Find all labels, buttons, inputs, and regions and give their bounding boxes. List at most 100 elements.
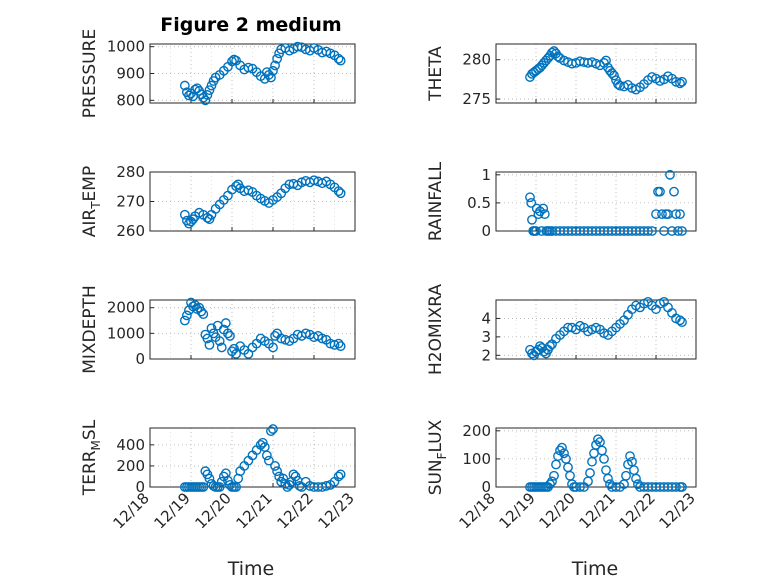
subplot-3: 260 270 280 AIRTEMP [80, 163, 356, 240]
data-point [181, 310, 192, 321]
data-point [179, 209, 190, 220]
data-point [333, 338, 344, 349]
y-tick-label: 0 [135, 478, 145, 496]
data-point [204, 85, 215, 96]
data-point [655, 186, 665, 197]
data-point [526, 198, 537, 208]
data-point [268, 65, 278, 76]
data-point [593, 434, 603, 445]
data-point [220, 318, 231, 328]
data-point [231, 348, 242, 359]
data-point [204, 473, 215, 484]
data-point [329, 339, 340, 350]
data-point [190, 84, 201, 95]
y-tick-label: 0 [135, 350, 145, 368]
data-point [266, 72, 276, 83]
y-axis-label: RAINFALL [426, 161, 446, 241]
x-axis-label-right: Time [571, 558, 619, 580]
y-axis-label: PRESSURE [80, 29, 100, 118]
data-point [263, 455, 274, 466]
data-point [270, 60, 280, 71]
data-point [675, 78, 685, 89]
data-point [229, 343, 239, 354]
data-point [216, 342, 227, 353]
data-point [525, 192, 535, 203]
data-point [667, 226, 677, 236]
axes-box [495, 299, 697, 360]
subplot-4: 0 0.5 1 RAINFALL [426, 161, 697, 241]
data-point [321, 481, 332, 491]
y-tick-label: 2000 [107, 299, 145, 317]
y-tick-label: 2 [481, 346, 491, 364]
y-tick-label: 400 [116, 436, 145, 454]
y-axis-label: MIXDEPTH [80, 285, 100, 374]
data-point [335, 55, 346, 66]
data-point [206, 323, 217, 334]
axes-box [495, 43, 697, 104]
data-point [243, 62, 254, 73]
y-tick-label: 4 [481, 309, 491, 327]
data-point [657, 209, 667, 220]
data-point [181, 215, 192, 226]
y-tick-label: 0.5 [467, 194, 491, 212]
data-point [335, 341, 346, 352]
data-point [633, 479, 643, 490]
data-point [198, 482, 209, 492]
data-point [527, 214, 537, 225]
data-point [196, 306, 207, 317]
data-point [677, 482, 687, 492]
y-tick-label: 1 [481, 166, 491, 184]
data-point [270, 461, 280, 471]
y-axis-label: TERRMSL [80, 419, 103, 496]
data-point [599, 454, 609, 464]
data-point [545, 479, 555, 490]
data-point [333, 186, 344, 197]
data-point [202, 90, 213, 100]
y-tick-label: 800 [116, 91, 145, 109]
data-point [603, 473, 613, 484]
data-point [272, 53, 282, 64]
data-point [531, 226, 541, 236]
data-point [651, 209, 661, 220]
y-tick-label: 200 [462, 422, 491, 440]
data-point [673, 226, 683, 236]
y-axis-label: SUNFLUX [426, 419, 449, 495]
y-tick-label: 270 [116, 193, 145, 211]
data-point [547, 476, 557, 487]
data-point [677, 317, 687, 328]
y-tick-label: 0 [481, 478, 491, 496]
data-point [539, 209, 550, 220]
data-point [665, 169, 675, 180]
axes-box [149, 299, 356, 360]
data-point [335, 469, 346, 480]
data-point [605, 479, 615, 490]
data-point [206, 80, 217, 91]
data-point [204, 214, 215, 225]
data-point [204, 339, 215, 350]
data-point [214, 482, 225, 492]
subplot-6: 234 H2OMIXRA [426, 284, 697, 375]
data-point [671, 209, 681, 220]
data-point [222, 328, 233, 339]
data-point [609, 70, 619, 81]
axes-box [149, 427, 356, 488]
axes-box [495, 427, 697, 488]
y-tick-label: 1000 [107, 324, 145, 342]
data-point [677, 226, 687, 236]
y-tick-label: 275 [462, 90, 491, 108]
data-point [278, 473, 289, 484]
data-point [188, 214, 198, 225]
y-tick-label: 0 [481, 222, 491, 240]
data-point [300, 328, 311, 339]
data-point [545, 341, 555, 351]
figure-title: Figure 2 medium [160, 14, 341, 36]
data-point [647, 226, 657, 236]
data-point [607, 68, 617, 79]
y-tick-label: 260 [116, 222, 145, 240]
data-point [225, 331, 235, 341]
data-point [601, 55, 611, 66]
subplot-2: 275 280 THETA [426, 43, 697, 108]
data-point [675, 209, 685, 220]
data-point [333, 471, 344, 482]
